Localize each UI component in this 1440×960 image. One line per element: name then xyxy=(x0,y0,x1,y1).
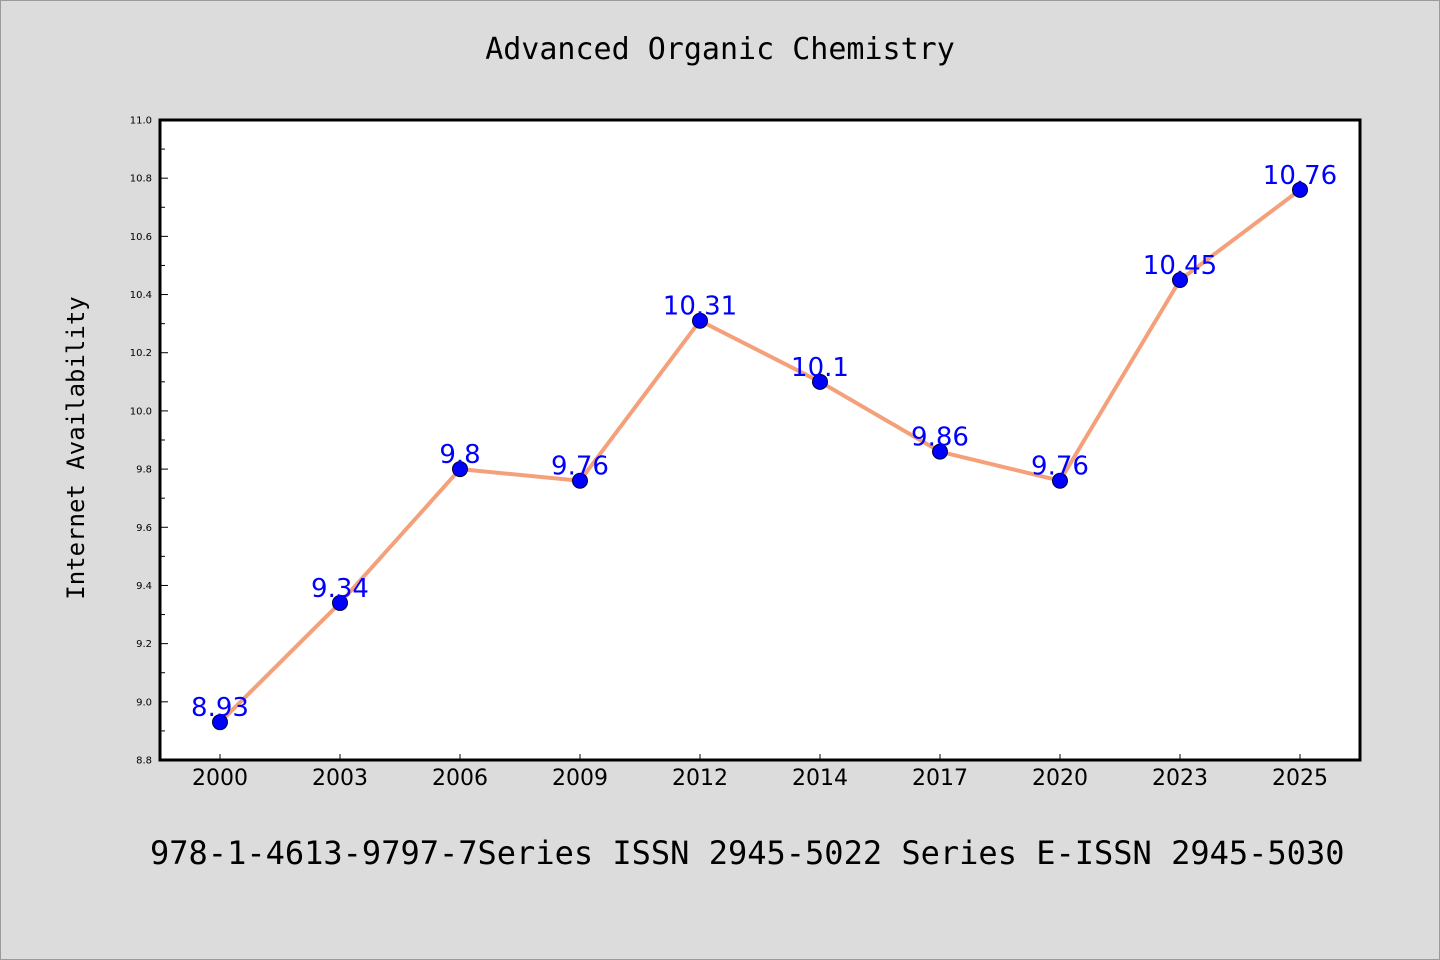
data-point xyxy=(692,312,708,329)
y-tick-label: 10.8 xyxy=(130,174,152,185)
data-point xyxy=(1292,181,1308,198)
y-tick-label: 9.2 xyxy=(136,639,152,650)
data-point xyxy=(452,461,468,478)
plot-area xyxy=(160,120,1360,760)
x-tick-label: 2025 xyxy=(1272,766,1328,791)
data-point xyxy=(332,594,348,611)
x-tick-label: 2017 xyxy=(912,766,968,791)
y-tick-label: 8.8 xyxy=(136,756,152,767)
series-line xyxy=(218,188,1302,724)
y-tick-label: 10.2 xyxy=(130,348,152,359)
y-tick-label: 11.0 xyxy=(130,116,152,127)
data-label: 10.45 xyxy=(1143,251,1217,281)
y-tick-label: 10.4 xyxy=(130,290,152,301)
x-tick-label: 2023 xyxy=(1152,766,1208,791)
y-tick-label: 9.4 xyxy=(136,581,152,592)
data-label: 9.76 xyxy=(1031,452,1089,482)
y-tick-label: 9.6 xyxy=(136,523,152,534)
y-tick-label: 9.8 xyxy=(136,465,152,476)
x-tick-label: 2012 xyxy=(672,766,728,791)
data-label: 9.8 xyxy=(439,440,480,470)
axes-frame xyxy=(158,118,1362,762)
y-tick-label: 10.0 xyxy=(130,406,152,417)
data-point xyxy=(572,472,588,489)
data-label: 8.93 xyxy=(191,693,249,723)
footer-isbn-text: 978-1-4613-9797-7Series ISSN 2945-5022 S… xyxy=(150,834,1345,872)
x-tick-label: 2003 xyxy=(312,766,368,791)
x-tick-label: 2009 xyxy=(552,766,608,791)
data-point xyxy=(932,443,948,460)
data-point xyxy=(212,714,228,731)
data-label: 9.86 xyxy=(911,423,969,453)
data-label: 10.1 xyxy=(791,353,849,383)
y-tick-label: 10.6 xyxy=(130,232,152,243)
data-label: 9.76 xyxy=(551,452,609,482)
data-label: 9.34 xyxy=(311,574,369,604)
x-tick-label: 2014 xyxy=(792,766,848,791)
x-tick-label: 2000 xyxy=(192,766,248,791)
data-label: 10.76 xyxy=(1263,161,1337,191)
chart-title: Advanced Organic Chemistry xyxy=(485,32,955,67)
y-tick-label: 9.0 xyxy=(136,697,152,708)
data-label: 10.31 xyxy=(663,292,737,322)
data-point xyxy=(1172,272,1188,288)
x-tick-label: 2020 xyxy=(1032,766,1088,791)
x-tick-label: 2006 xyxy=(432,766,488,791)
data-point xyxy=(812,373,828,390)
data-point xyxy=(1052,472,1068,489)
